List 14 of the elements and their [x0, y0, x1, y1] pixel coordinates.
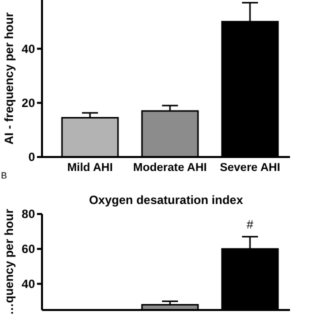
y-tick-label: 20 — [22, 96, 36, 110]
annotation: # — [246, 218, 254, 232]
y-tick-label: 60 — [22, 242, 36, 256]
y-axis-title: AI - frequency per hour — [2, 12, 16, 145]
text: B — [1, 170, 8, 180]
chart-title: Oxygen desaturation index — [88, 193, 244, 207]
y-tick-label: 40 — [22, 42, 36, 56]
y-tick-label: 40 — [22, 277, 36, 292]
x-tick-label: Severe AHI — [220, 162, 280, 174]
y-tick-label: 0 — [28, 150, 36, 164]
y-tick-label: 80 — [22, 207, 36, 222]
x-tick-label: Moderate AHI — [133, 162, 207, 174]
y-axis-title: …quency per hour — [2, 208, 16, 316]
x-tick-label: Mild AHI — [67, 162, 113, 174]
